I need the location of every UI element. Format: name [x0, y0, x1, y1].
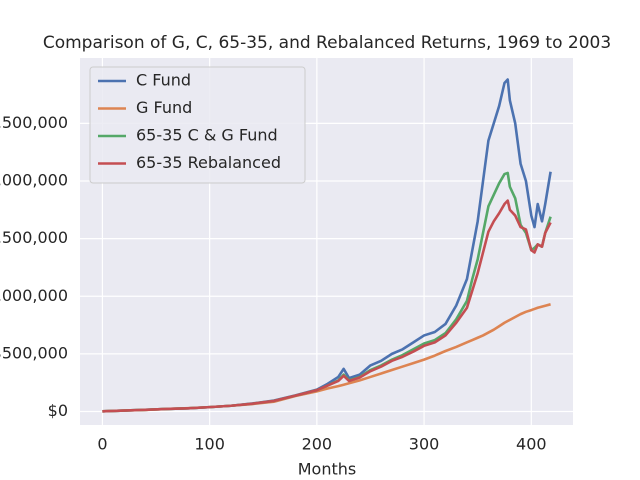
x-tick-label: 0 [97, 435, 107, 454]
y-tick-label: $2,500,000 [0, 113, 68, 132]
legend-box [89, 66, 306, 184]
series-line [102, 199, 552, 413]
x-tick-label: 400 [516, 435, 547, 454]
y-tick-label: $0 [48, 401, 68, 420]
legend-label: G Fund [136, 98, 192, 117]
y-tick-label: $500,000 [0, 343, 68, 362]
x-axis-label: Months [298, 460, 356, 479]
legend-label: 65-35 C & G Fund [136, 126, 278, 145]
x-tick-label: 300 [409, 435, 440, 454]
x-tick-label: 200 [302, 435, 333, 454]
legend-label: C Fund [136, 71, 191, 90]
lines [102, 78, 552, 413]
y-tick-label: $1,000,000 [0, 286, 68, 305]
x-tick-label: 100 [194, 435, 225, 454]
legend-label: 65-35 Rebalanced [136, 153, 281, 172]
y-tick-label: $1,500,000 [0, 228, 68, 247]
chart-title: Comparison of G, C, 65-35, and Rebalance… [43, 33, 611, 53]
y-tick-label: $2,000,000 [0, 170, 68, 189]
legend: C Fund G Fund 65-35 C & G Fund 65-35 Rebala… [89, 66, 306, 184]
